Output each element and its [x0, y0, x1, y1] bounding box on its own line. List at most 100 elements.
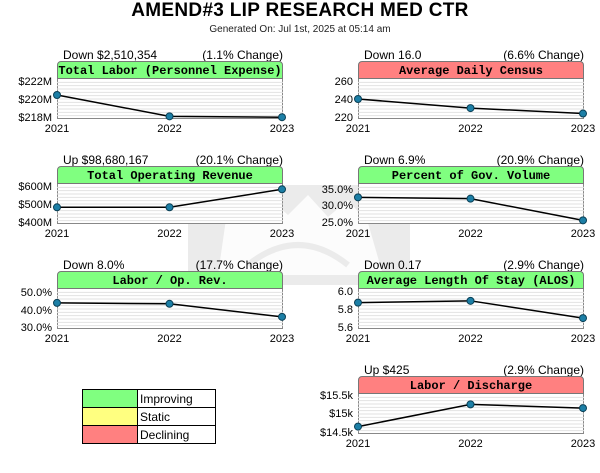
- legend-label-improving: Improving: [137, 389, 216, 408]
- change-percent: (2.9% Change): [503, 363, 584, 377]
- generated-timestamp: Generated On: Jul 1st, 2025 at 05:14 am: [209, 24, 391, 35]
- line-chart: [354, 396, 587, 432]
- legend-item-declining: Declining: [82, 425, 216, 444]
- y-tick-label: $500M: [18, 198, 52, 211]
- y-tick-label: $15.5k: [319, 389, 353, 402]
- x-tick-label: 2023: [269, 123, 295, 135]
- y-tick-label: 5.8: [337, 303, 353, 316]
- chart-panel-percent-of-gov-volume: Down 6.9% (20.9% Change) Percent of Gov. V…: [322, 153, 598, 263]
- change-percent: (6.6% Change): [503, 48, 584, 62]
- line-chart: [53, 291, 286, 327]
- chart-title: Total Operating Revenue: [57, 166, 283, 184]
- x-tick-label: 2022: [157, 228, 182, 240]
- legend-item-static: Static: [82, 407, 216, 426]
- change-percent: (2.9% Change): [503, 258, 584, 272]
- data-point-2023: [579, 216, 587, 225]
- change-amount: Down $2,510,354: [63, 48, 158, 62]
- change-amount: Up $98,680,167: [63, 153, 149, 167]
- x-tick-label: 2021: [44, 123, 70, 135]
- chart-title: Average Daily Census: [358, 61, 584, 79]
- y-tick-label: 25.0%: [321, 217, 353, 229]
- change-amount: Down 16.0: [364, 48, 422, 62]
- x-tick-label: 2023: [269, 228, 295, 240]
- x-tick-label: 2021: [345, 228, 371, 240]
- legend-label-declining: Declining: [137, 425, 216, 444]
- y-tick-label: $14.5k: [319, 427, 353, 439]
- data-point-2023: [278, 312, 286, 321]
- legend-swatch-improving: [82, 389, 138, 408]
- x-tick-label: 2021: [345, 333, 371, 345]
- legend-swatch-declining: [82, 425, 138, 444]
- y-tick-label: 40.0%: [20, 304, 52, 317]
- x-tick-label: 2022: [458, 123, 483, 135]
- data-point-2022: [466, 194, 475, 203]
- chart-title: Average Length Of Stay (ALOS): [358, 271, 584, 289]
- change-percent: (17.7% Change): [195, 258, 283, 272]
- y-tick-label: $15k: [329, 408, 353, 421]
- data-point-2022: [165, 203, 174, 212]
- data-point-2021: [53, 91, 61, 99]
- y-tick-label: 35.0%: [321, 183, 353, 196]
- data-point-2022: [466, 296, 475, 305]
- data-point-2021: [354, 298, 362, 307]
- change-amount: Down 8.0%: [63, 258, 125, 272]
- legend-item-improving: Improving: [82, 389, 216, 408]
- chart-title: Total Labor (Personnel Expense): [57, 61, 283, 79]
- data-point-2021: [354, 422, 362, 431]
- chart-panel-total-operating-revenue: Up $98,680,167 (20.1% Change) Total Operat…: [18, 153, 297, 263]
- chart-panel-average-length-of-stay-alos: Down 0.17 (2.9% Change) Average Length Of …: [338, 258, 598, 368]
- chart-panel-total-labor-personnel-expense: Down $2,510,354 (1.1% Change) Total Labor …: [18, 48, 297, 158]
- x-tick-label: 2022: [458, 438, 483, 450]
- x-tick-label: 2023: [570, 228, 596, 240]
- data-point-2022: [165, 112, 174, 121]
- x-tick-label: 2022: [157, 333, 182, 345]
- x-tick-label: 2023: [570, 123, 596, 135]
- change-amount: Up $425: [364, 363, 410, 377]
- data-point-2021: [53, 298, 61, 307]
- y-tick-label: 6.0: [337, 285, 353, 298]
- y-tick-label: 220: [334, 112, 353, 124]
- change-amount: Down 0.17: [364, 258, 422, 272]
- x-tick-label: 2023: [570, 438, 596, 450]
- data-point-2022: [466, 400, 475, 409]
- chart-title: Labor / Discharge: [358, 376, 584, 394]
- page-title: AMEND#3 LIP RESEARCH MED CTR: [131, 0, 469, 21]
- x-tick-label: 2021: [345, 438, 371, 450]
- legend-label-static: Static: [137, 407, 216, 426]
- data-point-2022: [466, 104, 475, 113]
- chart-panel-labor-discharge: Up $425 (2.9% Change) Labor / Discharge $14…: [320, 363, 598, 473]
- x-tick-label: 2023: [269, 333, 295, 345]
- chart-title: Labor / Op. Rev.: [57, 271, 283, 289]
- x-tick-label: 2022: [458, 333, 483, 345]
- line-chart: [354, 186, 587, 225]
- data-point-2023: [278, 185, 286, 194]
- y-tick-label: 5.6: [337, 322, 353, 334]
- x-tick-label: 2022: [157, 123, 182, 135]
- legend: Improving Static Declining: [82, 389, 216, 444]
- data-point-2023: [579, 404, 587, 413]
- y-tick-label: 240: [334, 93, 353, 106]
- y-tick-label: $400M: [18, 217, 52, 229]
- legend-swatch-static: [82, 407, 138, 426]
- line-chart: [53, 81, 286, 122]
- change-amount: Down 6.9%: [364, 153, 426, 167]
- chart-title: Percent of Gov. Volume: [358, 166, 584, 184]
- data-point-2022: [165, 299, 174, 308]
- x-tick-label: 2021: [345, 123, 371, 135]
- line-chart: [53, 185, 286, 222]
- data-point-2023: [278, 113, 286, 122]
- change-percent: (20.1% Change): [195, 153, 283, 167]
- chart-panel-average-daily-census: Down 16.0 (6.6% Change) Average Daily Cens…: [335, 48, 598, 158]
- y-tick-label: 30.0%: [321, 200, 353, 213]
- y-tick-label: $220M: [18, 94, 52, 107]
- change-percent: (1.1% Change): [202, 48, 283, 62]
- y-tick-label: 50.0%: [20, 287, 52, 300]
- data-point-2021: [354, 95, 362, 103]
- x-tick-label: 2022: [458, 228, 483, 240]
- data-point-2021: [53, 203, 61, 212]
- y-tick-label: $600M: [18, 180, 52, 193]
- y-tick-label: $222M: [18, 76, 52, 89]
- x-tick-label: 2023: [570, 333, 596, 345]
- x-tick-label: 2021: [44, 333, 70, 345]
- y-tick-label: 260: [334, 75, 353, 88]
